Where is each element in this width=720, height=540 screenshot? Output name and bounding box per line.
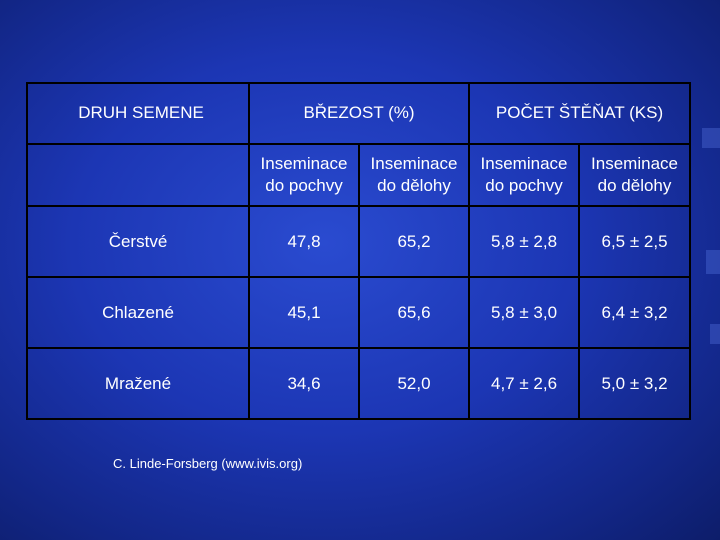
subheader-cell: Inseminace do pochvy	[468, 142, 581, 208]
table-cell: 5,0 ± 3,2	[578, 347, 692, 420]
table-row: Čerstvé 47,8 65,2 5,8 ± 2,8 6,5 ± 2,5	[26, 205, 692, 279]
subheader-empty	[26, 142, 250, 208]
table-cell: 45,1	[248, 276, 360, 350]
table-cell: 6,5 ± 2,5	[578, 205, 692, 279]
decorative-stripe	[710, 324, 720, 344]
subheader-line2: do dělohy	[597, 176, 672, 196]
row-label: Chlazené	[26, 276, 250, 350]
table-cell: 5,8 ± 2,8	[468, 205, 581, 279]
row-label: Mražené	[26, 347, 250, 420]
subheader-line2: do pochvy	[485, 176, 563, 196]
subheader-line1: Inseminace	[480, 154, 568, 174]
table-cell: 52,0	[357, 347, 471, 420]
source-credit: C. Linde-Forsberg (www.ivis.org)	[113, 456, 303, 471]
table-cell: 5,8 ± 3,0	[468, 276, 581, 350]
decorative-stripe	[706, 250, 720, 274]
header-litter-size: POČET ŠTĚŇAT (KS)	[468, 82, 692, 145]
subheader-line2: do pochvy	[265, 176, 343, 196]
table-subheader-row: Inseminace do pochvy Inseminace do dělohy …	[26, 142, 692, 208]
table-cell: 65,2	[357, 205, 471, 279]
table-cell: 4,7 ± 2,6	[468, 347, 581, 420]
subheader-line1: Inseminace	[370, 154, 458, 174]
table-header-row: DRUH SEMENE BŘEZOST (%) POČET ŠTĚŇAT (KS…	[26, 82, 692, 145]
subheader-line2: do dělohy	[377, 176, 451, 196]
table-cell: 6,4 ± 3,2	[578, 276, 692, 350]
results-table: DRUH SEMENE BŘEZOST (%) POČET ŠTĚŇAT (KS…	[26, 82, 692, 420]
row-label: Čerstvé	[26, 205, 250, 279]
table-cell: 65,6	[357, 276, 471, 350]
table-row: Chlazené 45,1 65,6 5,8 ± 3,0 6,4 ± 3,2	[26, 276, 692, 350]
decorative-stripe	[702, 128, 720, 148]
header-seed-type: DRUH SEMENE	[26, 82, 250, 145]
subheader-cell: Inseminace do pochvy	[248, 142, 360, 208]
table-cell: 34,6	[248, 347, 360, 420]
table-cell: 47,8	[248, 205, 360, 279]
subheader-line1: Inseminace	[591, 154, 678, 174]
subheader-cell: Inseminace do dělohy	[578, 142, 692, 208]
header-pregnancy-rate: BŘEZOST (%)	[247, 82, 471, 145]
subheader-line1: Inseminace	[260, 154, 348, 174]
subheader-cell: Inseminace do dělohy	[357, 142, 471, 208]
table-row: Mražené 34,6 52,0 4,7 ± 2,6 5,0 ± 3,2	[26, 347, 692, 420]
